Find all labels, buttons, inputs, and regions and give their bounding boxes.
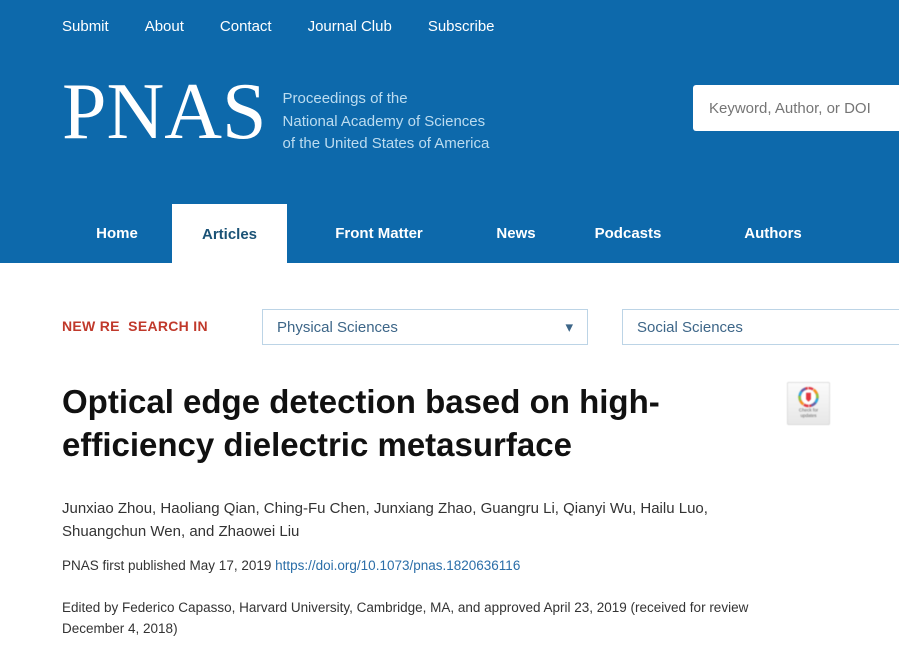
- svg-text:Check for: Check for: [799, 407, 819, 412]
- svg-text:updates: updates: [800, 413, 817, 418]
